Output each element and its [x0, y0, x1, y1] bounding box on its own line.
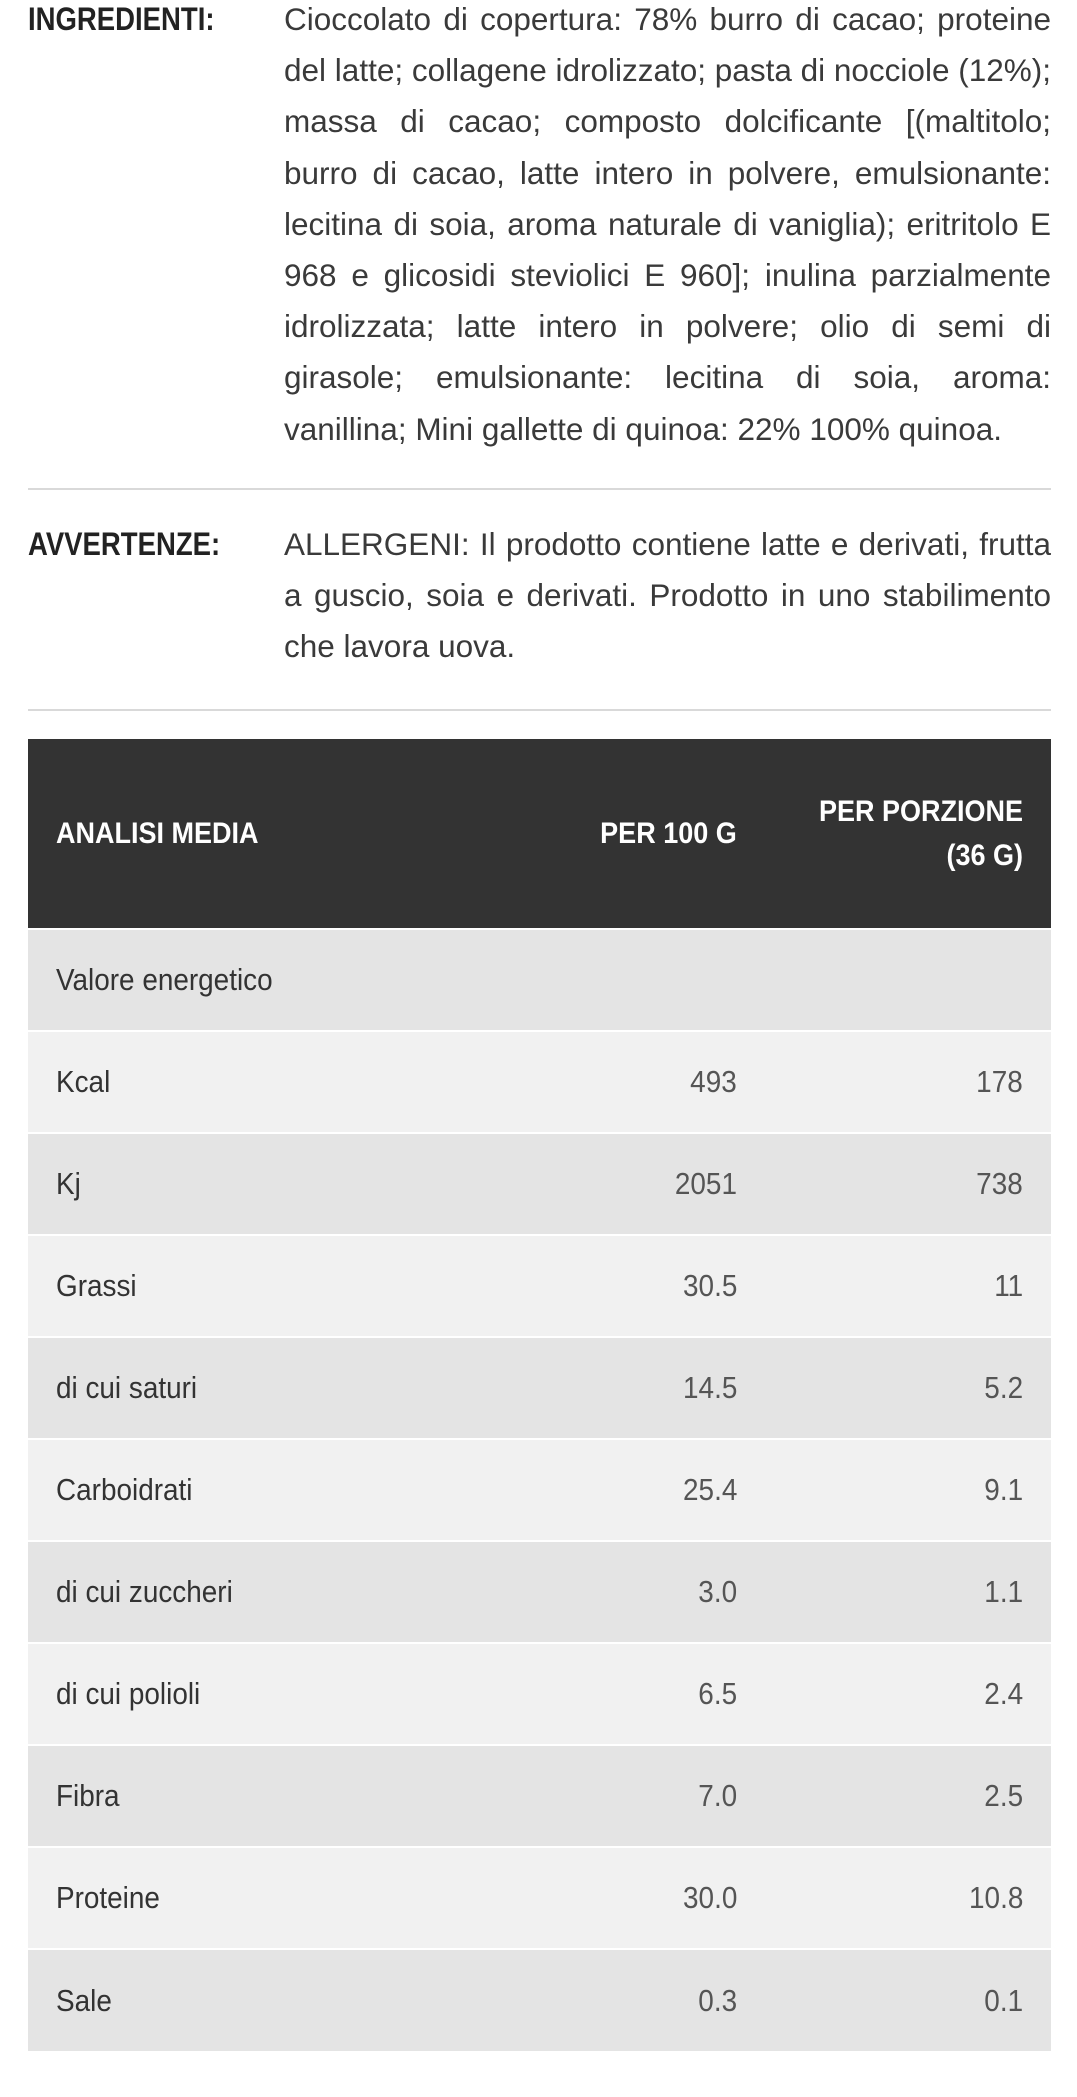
nutrient-name: Kcal	[28, 1030, 513, 1134]
section-divider	[28, 709, 1051, 712]
nutrient-name: Sale	[28, 1948, 513, 2052]
product-details: INGREDIENTI: Cioccolato di copertura: 78…	[28, 0, 1051, 2052]
table-row: di cui polioli 6.5 2.4	[28, 1642, 1051, 1746]
value-per-portion: 2.5	[765, 1744, 1051, 1848]
nutrition-table-body: Valore energetico Kcal 493 178 Kj 2051 738 Gras…	[28, 928, 1051, 2052]
table-row: Fibra 7.0 2.5	[28, 1744, 1051, 1848]
value-per-100g: 7.0	[513, 1744, 765, 1848]
nutrition-table-header: Analisi media Per 100 g Per porzione (36…	[28, 739, 1051, 930]
nutrient-name: Kj	[28, 1132, 513, 1236]
table-row: Kj 2051 738	[28, 1132, 1051, 1236]
header-analisi-media: Analisi media	[28, 739, 513, 930]
nutrient-name: Fibra	[28, 1744, 513, 1848]
ingredients-label: INGREDIENTI:	[28, 1, 215, 37]
ingredients-text: Cioccolato di copertura: 78% burro di ca…	[284, 1, 1051, 447]
warnings-label: AVVERTENZE:	[28, 525, 221, 562]
value-per-portion: 9.1	[765, 1438, 1051, 1542]
value-per-portion: 5.2	[765, 1336, 1051, 1440]
value-per-portion: 178	[765, 1030, 1051, 1134]
nutrient-name: di cui zuccheri	[28, 1540, 513, 1644]
value-per-100g: 3.0	[513, 1540, 765, 1644]
table-row: Sale 0.3 0.1	[28, 1948, 1051, 2052]
value-per-portion: 2.4	[765, 1642, 1051, 1746]
value-per-100g	[513, 928, 765, 1032]
value-per-portion: 11	[765, 1234, 1051, 1338]
value-per-100g: 14.5	[513, 1336, 765, 1440]
nutrient-name: di cui polioli	[28, 1642, 513, 1746]
nutrient-name: Proteine	[28, 1846, 513, 1950]
nutrient-name: Grassi	[28, 1234, 513, 1338]
value-per-portion: 0.1	[765, 1948, 1051, 2052]
value-per-portion	[765, 928, 1051, 1032]
value-per-100g: 30.0	[513, 1846, 765, 1950]
nutrient-name: Valore energetico	[28, 928, 513, 1032]
section-divider	[28, 487, 1051, 490]
value-per-portion: 738	[765, 1132, 1051, 1236]
table-row: di cui saturi 14.5 5.2	[28, 1336, 1051, 1440]
value-per-100g: 30.5	[513, 1234, 765, 1338]
value-per-portion: 10.8	[765, 1846, 1051, 1950]
header-per-porzione: Per porzione (36 g)	[765, 739, 1051, 930]
table-row: Kcal 493 178	[28, 1030, 1051, 1134]
table-row: di cui zuccheri 3.0 1.1	[28, 1540, 1051, 1644]
nutrition-table: Analisi media Per 100 g Per porzione (36…	[28, 739, 1051, 2052]
value-per-100g: 2051	[513, 1132, 765, 1236]
nutrient-name: Carboidrati	[28, 1438, 513, 1542]
table-row: Proteine 30.0 10.8	[28, 1846, 1051, 1950]
warnings-text: ALLERGENI: Il prodotto contiene latte e …	[284, 525, 1051, 665]
value-per-portion: 1.1	[765, 1540, 1051, 1644]
header-per-100g: Per 100 g	[513, 739, 765, 930]
warnings-section: AVVERTENZE: ALLERGENI: Il prodotto conti…	[28, 519, 1051, 673]
value-per-100g: 6.5	[513, 1642, 765, 1746]
value-per-100g: 493	[513, 1030, 765, 1134]
value-per-100g: 25.4	[513, 1438, 765, 1542]
value-per-100g: 0.3	[513, 1948, 765, 2052]
table-row: Valore energetico	[28, 928, 1051, 1032]
table-row: Carboidrati 25.4 9.1	[28, 1438, 1051, 1542]
nutrient-name: di cui saturi	[28, 1336, 513, 1440]
table-row: Grassi 30.5 11	[28, 1234, 1051, 1338]
ingredients-section: INGREDIENTI: Cioccolato di copertura: 78…	[28, 0, 1051, 455]
